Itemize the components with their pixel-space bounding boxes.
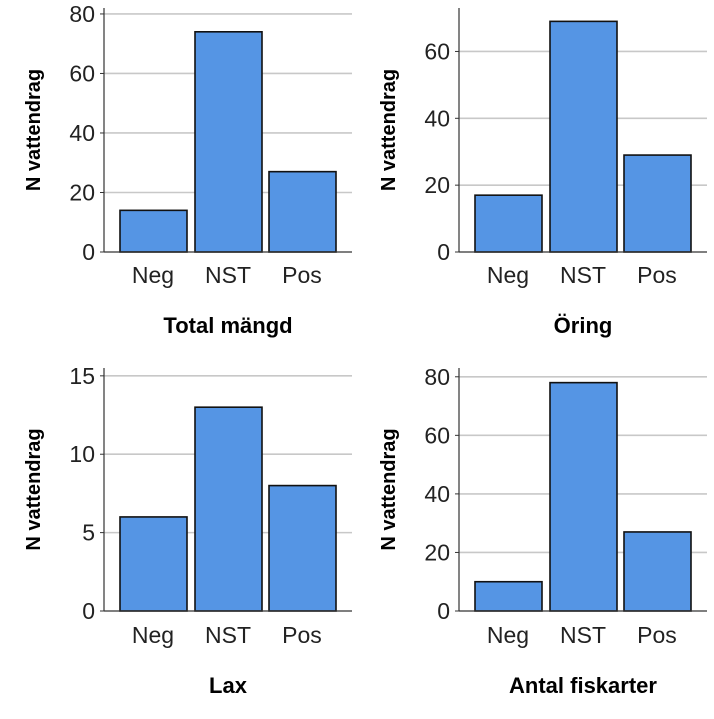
x-axis-title: Öring	[554, 313, 613, 338]
chart-panel-3: 0 5 10 15 Neg NST Pos N vattendrag Lax	[23, 363, 352, 698]
y-tick-label: 60	[69, 60, 95, 86]
x-tick-label: NST	[205, 622, 251, 648]
x-tick-label: Pos	[282, 262, 322, 288]
bar-nst	[549, 20, 618, 253]
x-tick-label: Neg	[132, 262, 174, 288]
x-tick-label: NST	[205, 262, 251, 288]
y-axis-title: N vattendrag	[378, 428, 400, 550]
chart-panel-4: 0 20 40 60 80 Neg NST Pos N vattendrag Antal fisk…	[378, 364, 707, 698]
bar-neg	[119, 209, 188, 253]
bar-nst	[549, 381, 618, 612]
y-tick-label: 0	[437, 239, 450, 265]
y-tick-label: 20	[69, 179, 95, 205]
y-axis-title: N vattendrag	[378, 69, 400, 191]
x-axis-title: Lax	[209, 673, 248, 698]
bar-nst	[194, 406, 263, 612]
y-tick-label: 10	[69, 441, 95, 467]
y-tick-label: 40	[424, 481, 450, 507]
chart-panel-2: 0 20 40 60 Neg NST Pos N vattendrag Öring	[378, 8, 707, 338]
x-tick-label: Pos	[637, 262, 677, 288]
y-tick-label: 80	[69, 1, 95, 27]
bar-pos	[623, 531, 692, 612]
bar-neg	[119, 516, 188, 612]
x-tick-label: NST	[560, 622, 606, 648]
bar-neg	[474, 580, 543, 612]
bar-pos	[623, 154, 692, 253]
y-tick-label: 40	[424, 105, 450, 131]
y-tick-label: 15	[69, 363, 95, 389]
y-tick-label: 20	[424, 172, 450, 198]
y-tick-label: 5	[82, 520, 95, 546]
bar-neg	[474, 194, 543, 253]
y-tick-label: 0	[437, 598, 450, 624]
x-axis-title: Total mängd	[163, 313, 292, 338]
bar-pos	[268, 170, 337, 253]
x-axis-title: Antal fiskarter	[509, 673, 657, 698]
x-tick-label: Neg	[132, 622, 174, 648]
y-tick-label: 80	[424, 364, 450, 390]
y-tick-label: 20	[424, 539, 450, 565]
x-tick-label: Neg	[487, 262, 529, 288]
y-axis-title: N vattendrag	[23, 428, 45, 550]
y-tick-label: 0	[82, 239, 95, 265]
bar-nst	[194, 31, 263, 253]
x-tick-label: NST	[560, 262, 606, 288]
y-tick-label: 60	[424, 422, 450, 448]
chart-panel-1: 0 20 40 60 80 Neg NST Pos N vattendrag Total mäng…	[23, 1, 352, 338]
bar-pos	[268, 484, 337, 612]
x-tick-label: Neg	[487, 622, 529, 648]
y-tick-label: 0	[82, 598, 95, 624]
x-tick-label: Pos	[637, 622, 677, 648]
x-tick-label: Pos	[282, 622, 322, 648]
y-tick-label: 60	[424, 38, 450, 64]
y-tick-label: 40	[69, 120, 95, 146]
y-axis-title: N vattendrag	[23, 69, 45, 191]
